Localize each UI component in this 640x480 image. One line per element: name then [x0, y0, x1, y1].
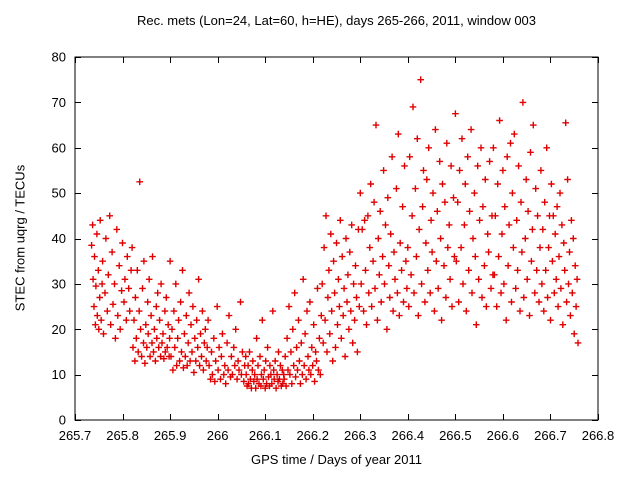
x-tick-label: 266.5 [439, 428, 472, 443]
axis-ticks [75, 57, 599, 421]
x-tick-label: 266.6 [487, 428, 520, 443]
y-tick-label: 70 [52, 95, 66, 110]
plot-border [74, 56, 599, 421]
x-tick-label: 265.7 [59, 428, 92, 443]
x-tick-label: 266.3 [344, 428, 377, 443]
x-axis-label: GPS time / Days of year 2011 [251, 452, 422, 467]
y-tick-label: 60 [52, 140, 66, 155]
y-tick-label: 10 [52, 367, 66, 382]
x-tick-label: 266.8 [582, 428, 615, 443]
y-tick-label: 30 [52, 276, 66, 291]
y-tick-label: 50 [52, 186, 66, 201]
x-tick-label: 266.2 [296, 428, 329, 443]
x-tick-label: 265.9 [154, 428, 187, 443]
x-tick-label: 266.4 [392, 428, 425, 443]
y-tick-label: 80 [52, 50, 66, 65]
y-tick-label: 0 [59, 413, 66, 428]
y-tick-label: 40 [52, 231, 66, 246]
x-tick-label: 266 [207, 428, 229, 443]
chart-title: Rec. mets (Lon=24, Lat=60, h=HE), days 2… [136, 13, 537, 28]
x-tick-label: 266.1 [249, 428, 282, 443]
x-tick-label: 265.8 [106, 428, 139, 443]
y-tick-label: 20 [52, 322, 66, 337]
x-tick-label: 266.7 [534, 428, 567, 443]
scatter-points [88, 76, 582, 392]
y-axis-label: STEC from uqrg / TECUs [12, 164, 28, 312]
